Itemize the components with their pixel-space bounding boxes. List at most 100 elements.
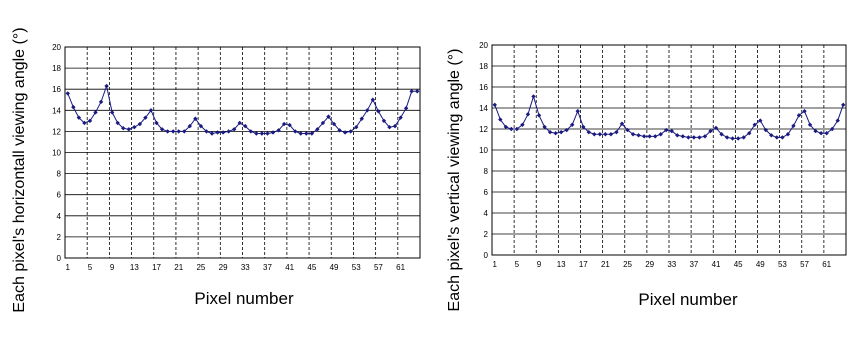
vertical-viewing-angle-chart: 0 2 4 6 8 10 12 14 16 18 20 1 5 9 13 17 21 25 29 33 37 41 45 49… bbox=[479, 41, 847, 269]
chart-1-x-tick-label: 45 bbox=[734, 260, 743, 269]
chart-0-data-point bbox=[148, 108, 154, 113]
chart-1-data-point bbox=[796, 113, 802, 118]
chart-1-data-point bbox=[597, 132, 603, 137]
chart-0-x-tick-label: 49 bbox=[330, 263, 339, 272]
chart-0-data-point bbox=[409, 89, 414, 94]
chart-0-x-tick-label: 9 bbox=[110, 263, 115, 272]
chart-0-data-point bbox=[226, 129, 231, 134]
chart-0-data-point bbox=[198, 123, 204, 129]
chart-1-data-point bbox=[813, 128, 818, 134]
chart-0-x-tick-label: 33 bbox=[241, 263, 250, 272]
chart-0-data-point bbox=[337, 128, 342, 133]
chart-0-y-tick-label: 16 bbox=[52, 85, 61, 94]
chart-1-data-point bbox=[575, 108, 580, 114]
chart-0-y-tick-label: 14 bbox=[52, 106, 61, 115]
chart-0-data-point bbox=[237, 120, 242, 126]
chart-0-plot-frame bbox=[64, 46, 421, 259]
chart-0-data-point bbox=[82, 120, 87, 126]
chart-0-data-point bbox=[182, 129, 187, 134]
chart-0-data-point bbox=[154, 120, 159, 126]
chart-1-y-tick-label: 12 bbox=[479, 125, 488, 134]
chart-0-data-point bbox=[387, 124, 392, 130]
chart-1-data-point bbox=[824, 131, 829, 136]
chart-0-data-point bbox=[109, 110, 115, 115]
chart-0-x-tick-label: 21 bbox=[174, 263, 183, 272]
chart-0-x-tick-label: 13 bbox=[130, 263, 139, 272]
chart-0-x-axis-label: Pixel number bbox=[194, 289, 294, 308]
chart-0-series-line bbox=[67, 84, 418, 135]
chart-1-x-tick-label: 1 bbox=[493, 260, 498, 269]
chart-1-data-point bbox=[652, 134, 658, 139]
chart-0-data-point bbox=[220, 130, 226, 135]
chart-1-data-point bbox=[536, 113, 542, 118]
chart-0-x-tick-label: 41 bbox=[285, 263, 294, 272]
chart-0-data-point bbox=[320, 120, 326, 126]
chart-1-data-point bbox=[829, 126, 835, 132]
chart-1-data-point bbox=[503, 124, 509, 130]
chart-0-data-point bbox=[215, 130, 220, 135]
chart-0-y-tick-label: 12 bbox=[52, 127, 61, 136]
chart-1-data-point bbox=[564, 127, 569, 133]
chart-0-data-point bbox=[193, 116, 198, 121]
chart-1-data-point bbox=[625, 127, 630, 133]
chart-1-data-point bbox=[630, 132, 636, 137]
chart-1-data-point bbox=[807, 122, 813, 127]
chart-1-x-tick-label: 13 bbox=[557, 260, 566, 269]
chart-1-x-tick-label: 37 bbox=[689, 260, 698, 269]
chart-0-data-point bbox=[392, 123, 398, 129]
chart-0-x-tick-label: 61 bbox=[396, 263, 405, 272]
chart-1-data-point bbox=[735, 136, 741, 141]
chart-1-y-tick-label: 6 bbox=[484, 188, 489, 197]
chart-1-data-point bbox=[791, 123, 796, 129]
chart-0-data-point bbox=[354, 124, 359, 130]
chart-0-data-point bbox=[398, 115, 403, 120]
chart-1-y-axis-label: Each pixel's vertical viewing angle (°) bbox=[446, 49, 463, 312]
chart-1-x-tick-label: 25 bbox=[623, 260, 632, 269]
chart-0-data-point bbox=[159, 127, 165, 132]
chart-1-data-point bbox=[697, 135, 702, 140]
chart-0-x-tick-label: 25 bbox=[196, 263, 205, 272]
chart-1-data-point bbox=[558, 129, 564, 135]
chart-0-data-point bbox=[370, 97, 376, 102]
chart-0-x-tick-label: 57 bbox=[374, 263, 383, 272]
chart-0-y-tick-label: 0 bbox=[57, 254, 62, 263]
chart-1-y-tick-label: 2 bbox=[484, 230, 489, 239]
chart-1-data-point bbox=[658, 132, 663, 137]
chart-0-data-point bbox=[170, 129, 176, 134]
chart-0-data-point bbox=[187, 123, 193, 129]
chart-1-data-point bbox=[664, 127, 669, 133]
chart-1-data-point bbox=[741, 135, 746, 140]
chart-1-data-point bbox=[769, 133, 774, 138]
chart-0-data-point bbox=[259, 131, 265, 136]
chart-1-data-point bbox=[619, 121, 625, 126]
chart-0-x-tick-label: 53 bbox=[352, 263, 361, 272]
chart-1-plot-frame bbox=[491, 44, 847, 256]
chart-1-x-tick-label: 29 bbox=[645, 260, 654, 269]
chart-0-data-point bbox=[98, 99, 104, 105]
chart-1-data-point bbox=[514, 126, 520, 132]
chart-0-data-point bbox=[115, 120, 120, 126]
chart-1-data-point bbox=[780, 135, 785, 140]
chart-1-data-point bbox=[818, 131, 824, 136]
chart-0-y-tick-label: 18 bbox=[52, 64, 61, 73]
chart-1-y-tick-label: 10 bbox=[479, 146, 488, 155]
chart-1-data-point bbox=[752, 122, 757, 127]
chart-1-data-point bbox=[669, 128, 674, 134]
chart-0-data-point bbox=[281, 121, 287, 127]
chart-0-y-tick-label: 10 bbox=[52, 149, 61, 158]
chart-1-data-point bbox=[758, 118, 763, 123]
chart-0-data-point bbox=[326, 114, 331, 119]
chart-0-data-point bbox=[359, 116, 364, 121]
chart-0-data-point bbox=[415, 89, 420, 94]
chart-0-data-point bbox=[270, 130, 276, 135]
chart-0-data-point bbox=[76, 115, 82, 120]
chart-1-x-tick-label: 57 bbox=[800, 260, 809, 269]
chart-1-data-point bbox=[592, 132, 597, 137]
chart-1-y-tick-label: 8 bbox=[484, 167, 489, 176]
chart-1-data-point bbox=[708, 128, 713, 134]
chart-0-data-point bbox=[132, 124, 137, 130]
chart-1-data-point bbox=[730, 136, 735, 141]
chart-1-data-point bbox=[724, 135, 730, 140]
chart-0-x-tick-label: 29 bbox=[219, 263, 228, 272]
